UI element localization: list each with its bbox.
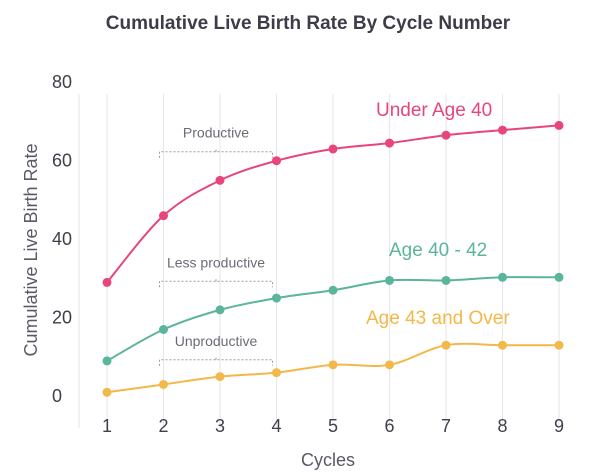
point-age-43-and-over-6 xyxy=(385,360,394,370)
x-axis-label: Cycles xyxy=(301,450,355,470)
point-under-age-40-7 xyxy=(441,130,451,140)
x-tick-4: 4 xyxy=(271,416,281,436)
point-under-age-40-2 xyxy=(159,211,168,221)
y-tick-20: 20 xyxy=(52,308,72,328)
y-tick-60: 60 xyxy=(52,151,72,171)
x-tick-2: 2 xyxy=(158,416,168,436)
point-under-age-40-1 xyxy=(102,277,112,287)
gridlines xyxy=(78,94,560,428)
point-under-age-40-9 xyxy=(554,120,564,130)
point-age-40-42-8 xyxy=(498,272,507,282)
point-age-40-42-7 xyxy=(441,275,451,285)
point-age-43-and-over-2 xyxy=(159,379,168,389)
x-tick-1: 1 xyxy=(102,416,112,436)
point-under-age-40-3 xyxy=(215,175,225,185)
point-age-40-42-5 xyxy=(328,285,338,295)
series-label-under-age-40: Under Age 40 xyxy=(376,100,492,121)
x-tick-6: 6 xyxy=(384,416,394,436)
annotations: Productive Less productive Unproductive xyxy=(159,125,273,366)
x-tick-9: 9 xyxy=(554,416,564,436)
point-age-40-42-3 xyxy=(215,305,225,315)
point-age-40-42-9 xyxy=(554,272,564,282)
point-age-43-and-over-5 xyxy=(328,360,338,370)
annotation-bracket-less-productive xyxy=(159,277,273,288)
x-tick-8: 8 xyxy=(497,416,507,436)
annotation-bracket-unproductive xyxy=(159,355,273,366)
series-labels: Under Age 40 Age 40 - 42 Age 43 and Over xyxy=(366,100,510,329)
point-age-43-and-over-1 xyxy=(102,387,112,397)
series-label-age-43-and-over: Age 43 and Over xyxy=(366,308,510,329)
chart-title: Cumulative Live Birth Rate By Cycle Numb… xyxy=(106,13,511,34)
point-age-43-and-over-7 xyxy=(441,340,451,350)
point-under-age-40-5 xyxy=(328,144,338,154)
annotation-productive: Productive xyxy=(183,125,249,141)
annotation-unproductive: Unproductive xyxy=(175,333,258,349)
x-tick-5: 5 xyxy=(328,416,338,436)
point-age-43-and-over-3 xyxy=(215,372,225,382)
point-age-43-and-over-9 xyxy=(554,340,564,350)
y-tick-40: 40 xyxy=(52,229,72,249)
x-tick-3: 3 xyxy=(215,416,225,436)
series-label-age-40-42: Age 40 - 42 xyxy=(389,240,487,261)
point-age-40-42-4 xyxy=(272,293,281,303)
point-age-43-and-over-8 xyxy=(498,340,507,350)
y-tick-80: 80 xyxy=(52,72,72,92)
y-axis-ticks: 0 20 40 60 80 xyxy=(52,72,72,406)
series-group xyxy=(102,120,564,397)
point-under-age-40-4 xyxy=(272,156,281,166)
point-age-40-42-1 xyxy=(102,356,112,366)
y-tick-0: 0 xyxy=(52,386,62,406)
point-age-40-42-6 xyxy=(385,275,394,285)
point-age-40-42-2 xyxy=(159,325,168,334)
point-under-age-40-6 xyxy=(385,138,394,148)
annotation-bracket-productive xyxy=(159,147,273,158)
x-tick-7: 7 xyxy=(441,416,451,436)
point-under-age-40-8 xyxy=(498,125,507,135)
y-axis-label: Cumulative Live Birth Rate xyxy=(21,143,41,356)
point-age-43-and-over-4 xyxy=(272,368,281,378)
x-axis-ticks: 1 2 3 4 5 6 7 8 9 xyxy=(102,416,564,436)
annotation-less-productive: Less productive xyxy=(167,254,265,270)
